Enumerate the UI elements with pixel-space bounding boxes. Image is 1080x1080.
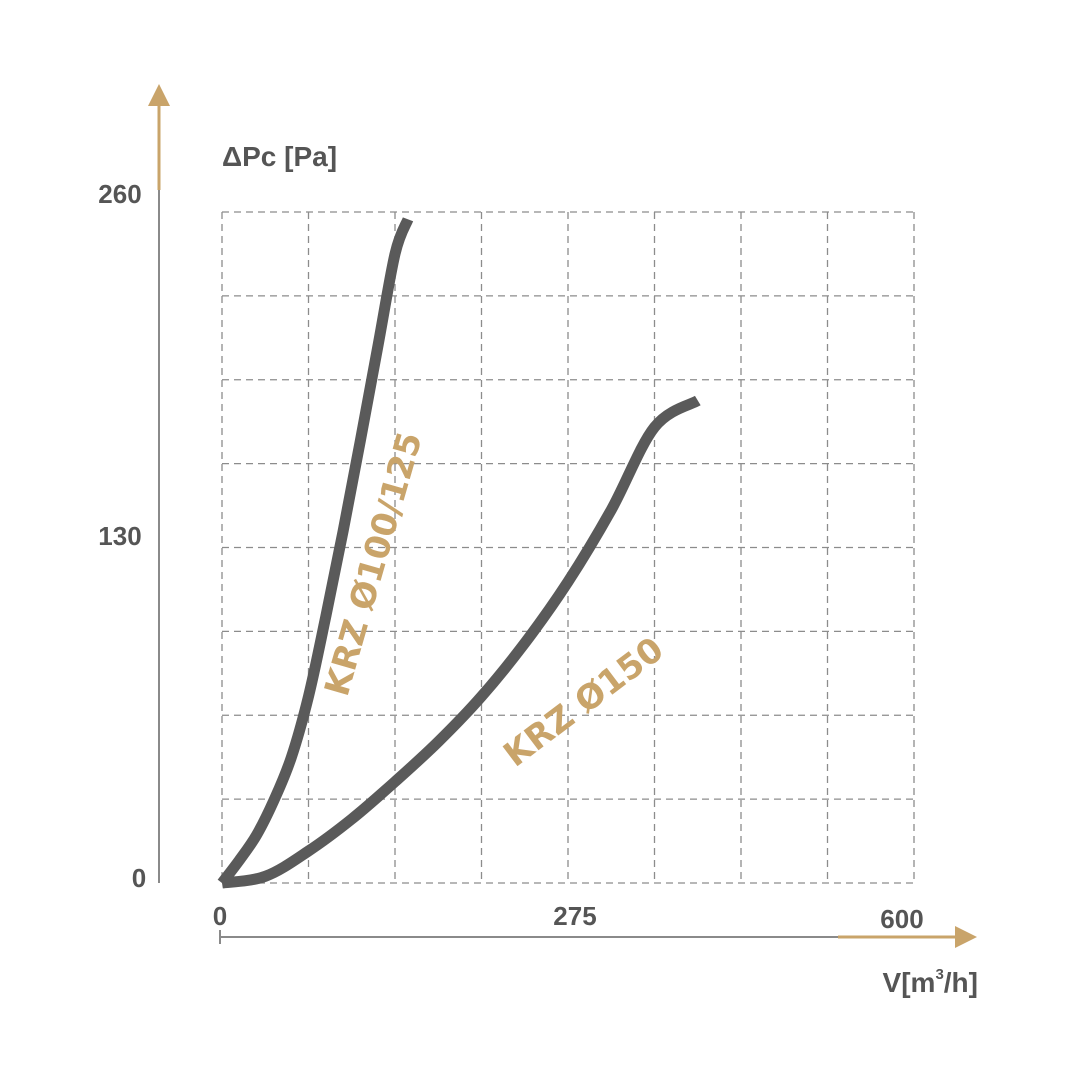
x-axis-title: V[m3/h]	[883, 966, 978, 998]
x-tick-label-600: 600	[880, 904, 923, 934]
y-tick-label-0: 0	[132, 863, 146, 893]
axes	[148, 84, 977, 948]
x-axis-title-sup: 3	[935, 966, 943, 983]
curve-krz-100-125	[217, 217, 414, 887]
y-tick-label-260: 260	[98, 179, 141, 209]
x-tick-label-275: 275	[553, 901, 596, 931]
y-tick-label-130: 130	[98, 521, 141, 551]
x-axis-title-base: V[m	[883, 967, 936, 998]
x-axis-arrowhead	[955, 926, 977, 948]
curve-krz-150	[221, 395, 701, 889]
y-axis-arrowhead	[148, 84, 170, 106]
x-axis-title-tail: /h]	[944, 967, 978, 998]
tick-labels: 260 130 0 0 275 600	[98, 179, 923, 934]
x-tick-label-0: 0	[213, 901, 227, 931]
y-axis-title: ΔPc [Pa]	[222, 141, 337, 172]
curves	[217, 217, 701, 889]
grid	[221, 211, 915, 884]
